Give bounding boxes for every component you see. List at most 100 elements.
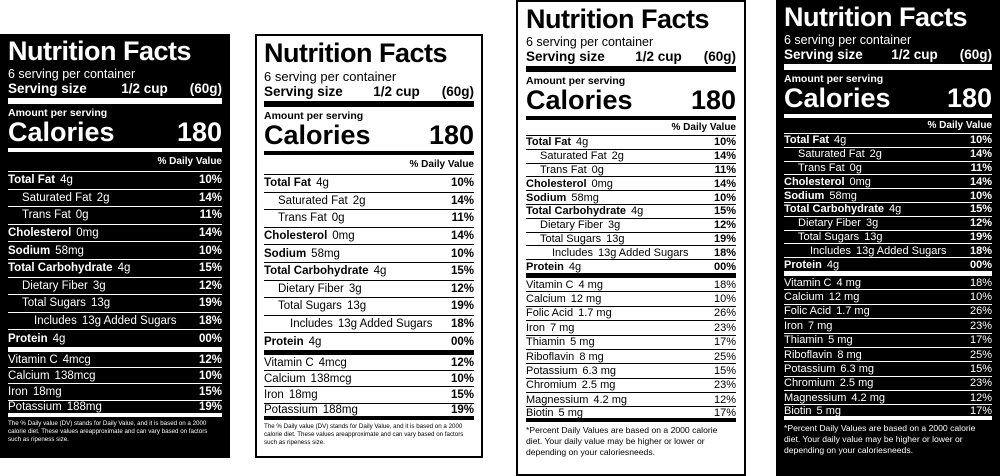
nutrient-row: Trans Fat 0g 11% [784,162,992,176]
vitamin-name: Chromium [526,379,577,392]
vitamin-name-amount: Biotin 5 mg [784,405,841,417]
nutrient-percent: 15% [713,205,736,218]
nutrient-name: Protein [784,258,822,271]
vitamin-amount: 8 mg [837,348,862,361]
nutrient-percent: 10% [969,189,992,202]
nutrient-row: Total Carbohydrate 4g 15% [784,203,992,217]
nutrient-percent: 14% [969,148,992,161]
vitamin-name: Iron [264,388,284,401]
nutrient-name: Sodium [526,191,567,204]
nutrient-percent: 10% [969,134,992,147]
nutrient-name-amount: Trans Fat 0g [526,164,604,176]
vitamin-percent: 17% [713,406,736,419]
vitamin-amount: 138mcg [54,369,96,382]
vitamin-amount: 6.3 mg [582,365,616,377]
vitamin-row: Calcium 12 mg 10% [784,290,992,305]
nutrient-row: Includes 13g Added Sugars 18% [264,316,474,334]
nutrient-row: Saturated Fat 2g 14% [784,148,992,162]
nutrient-row: Total Fat 4g 10% [264,175,474,193]
vitamin-name: Vitamin C [8,353,58,366]
vitamin-row: Vitamin C 4mcg 12% [264,355,474,372]
nutrient-amount: 4g [826,258,840,271]
nutrient-percent: 15% [450,265,474,278]
vitamin-percent: 10% [969,291,992,304]
nutrient-name: Total Fat [8,174,56,187]
nutrient-amount: 4g [631,205,644,218]
nutrient-name: Total Carbohydrate [784,203,885,216]
nutrient-row: Cholesterol 0mg 14% [526,177,736,192]
nutrient-name-amount: Protein 4g [8,333,65,345]
nutrient-row: Sodium 58mg 10% [264,245,474,263]
serving-size-value: 1/2 cup [373,84,420,99]
nutrient-row: Sodium 58mg 10% [8,242,222,260]
vitamin-percent: 10% [713,293,736,306]
footnote: The % Daily value (DV) stands for Daily … [8,419,208,443]
nutrient-row: Trans Fat 0g 11% [526,164,736,178]
nutrient-percent: 00% [450,335,474,348]
nutrient-amount: 0g [75,209,89,222]
vitamin-row: Folic Acid 1.7 mg 26% [784,305,992,320]
vitamin-percent: 15% [969,363,992,375]
vitamin-amount: 6.3 mg [840,363,874,375]
nutrient-row: Cholesterol 0mg 14% [8,225,222,243]
nutrient-name: Total Fat [784,134,830,147]
vitamin-name: Vitamin C [264,356,314,369]
nutrient-name: Total Carbohydrate [8,262,113,275]
calories-row: Calories 180 [264,122,474,155]
vitamin-name-amount: Iron 18mg [264,389,318,401]
nutrient-percent: 12% [969,217,992,230]
vitamin-amount: 4.2 mg [593,393,627,406]
vitamin-name: Potassium [8,400,62,413]
vitamin-percent: 23% [969,319,992,332]
nutrient-name: Dietary Fiber [798,217,861,230]
vitamin-percent: 12% [450,356,474,369]
nutrient-name: Total Sugars [278,300,342,313]
vitamin-name: Chromium [784,377,835,390]
nutrient-name-amount: Total Sugars 13g [264,300,366,312]
nutrient-name: Cholesterol [8,227,72,240]
vitamin-percent: 18% [713,278,736,291]
nutrient-name-amount: Sodium 58mg [526,192,599,204]
daily-value-header: % Daily Value [8,152,222,172]
vitamin-name: Thiamin [784,334,824,347]
vitamin-amount: 5 mg [828,334,853,347]
nutrition-label-2: Nutrition Facts 6 serving per container Se… [255,34,483,458]
nutrient-name-amount: Saturated Fat 2g [264,195,365,207]
nutrient-name: Dietary Fiber [540,219,603,232]
amount-per-serving: Amount per serving [264,110,364,122]
nutrient-name-amount: Sodium 58mg [784,190,857,202]
vitamin-name: Folic Acid [526,307,574,320]
serving-size-label: Serving size [526,49,605,64]
nutrient-name-amount: Dietary Fiber 3g [784,217,878,229]
nutrient-name-amount: Includes 13g Added Sugars [264,318,432,330]
calories-row: Calories 180 [784,85,992,118]
serving-size-grams: (60g) [441,84,474,99]
nutrient-name-amount: Trans Fat 0g [264,212,345,224]
vitamin-name-amount: Chromium 2.5 mg [526,379,615,391]
vitamin-name-amount: Calcium 138mcg [264,373,351,385]
serving-size-row: Serving size 1/2 cup (60g) [264,84,474,107]
vitamin-name: Iron [8,385,28,398]
nutrient-amount: 13g [864,230,883,243]
nutrient-percent: 14% [969,175,992,188]
nutrient-name: Total Carbohydrate [264,265,369,278]
nutrient-percent: 14% [450,230,474,243]
nutrient-percent: 18% [713,246,736,259]
nutrient-name: Trans Fat [540,163,587,176]
nutrient-percent: 14% [713,150,736,163]
vitamin-row: Thiamin 5 mg 17% [784,334,992,348]
nutrient-name: Cholesterol [264,230,328,243]
vitamin-row: Potassium 188mg 19% [264,404,474,420]
nutrient-row: Trans Fat 0g 11% [264,210,474,228]
nutrient-name-amount: Total Carbohydrate 4g [264,265,386,277]
nutrient-name-amount: Trans Fat 0g [8,209,89,221]
calories-value: 180 [690,85,736,115]
vitamin-row: Calcium 138mcg 10% [264,371,474,388]
vitamin-name-amount: Iron 7 mg [526,322,574,334]
nutrient-amount: 2g [611,150,624,163]
nutrient-name: Sodium [264,247,307,260]
nutrient-row: Total Sugars 13g 19% [264,298,474,316]
nutrient-row: Total Sugars 13g 19% [784,231,992,245]
vitamin-name: Calcium [8,369,50,382]
nutrient-name: Total Sugars [540,232,602,245]
